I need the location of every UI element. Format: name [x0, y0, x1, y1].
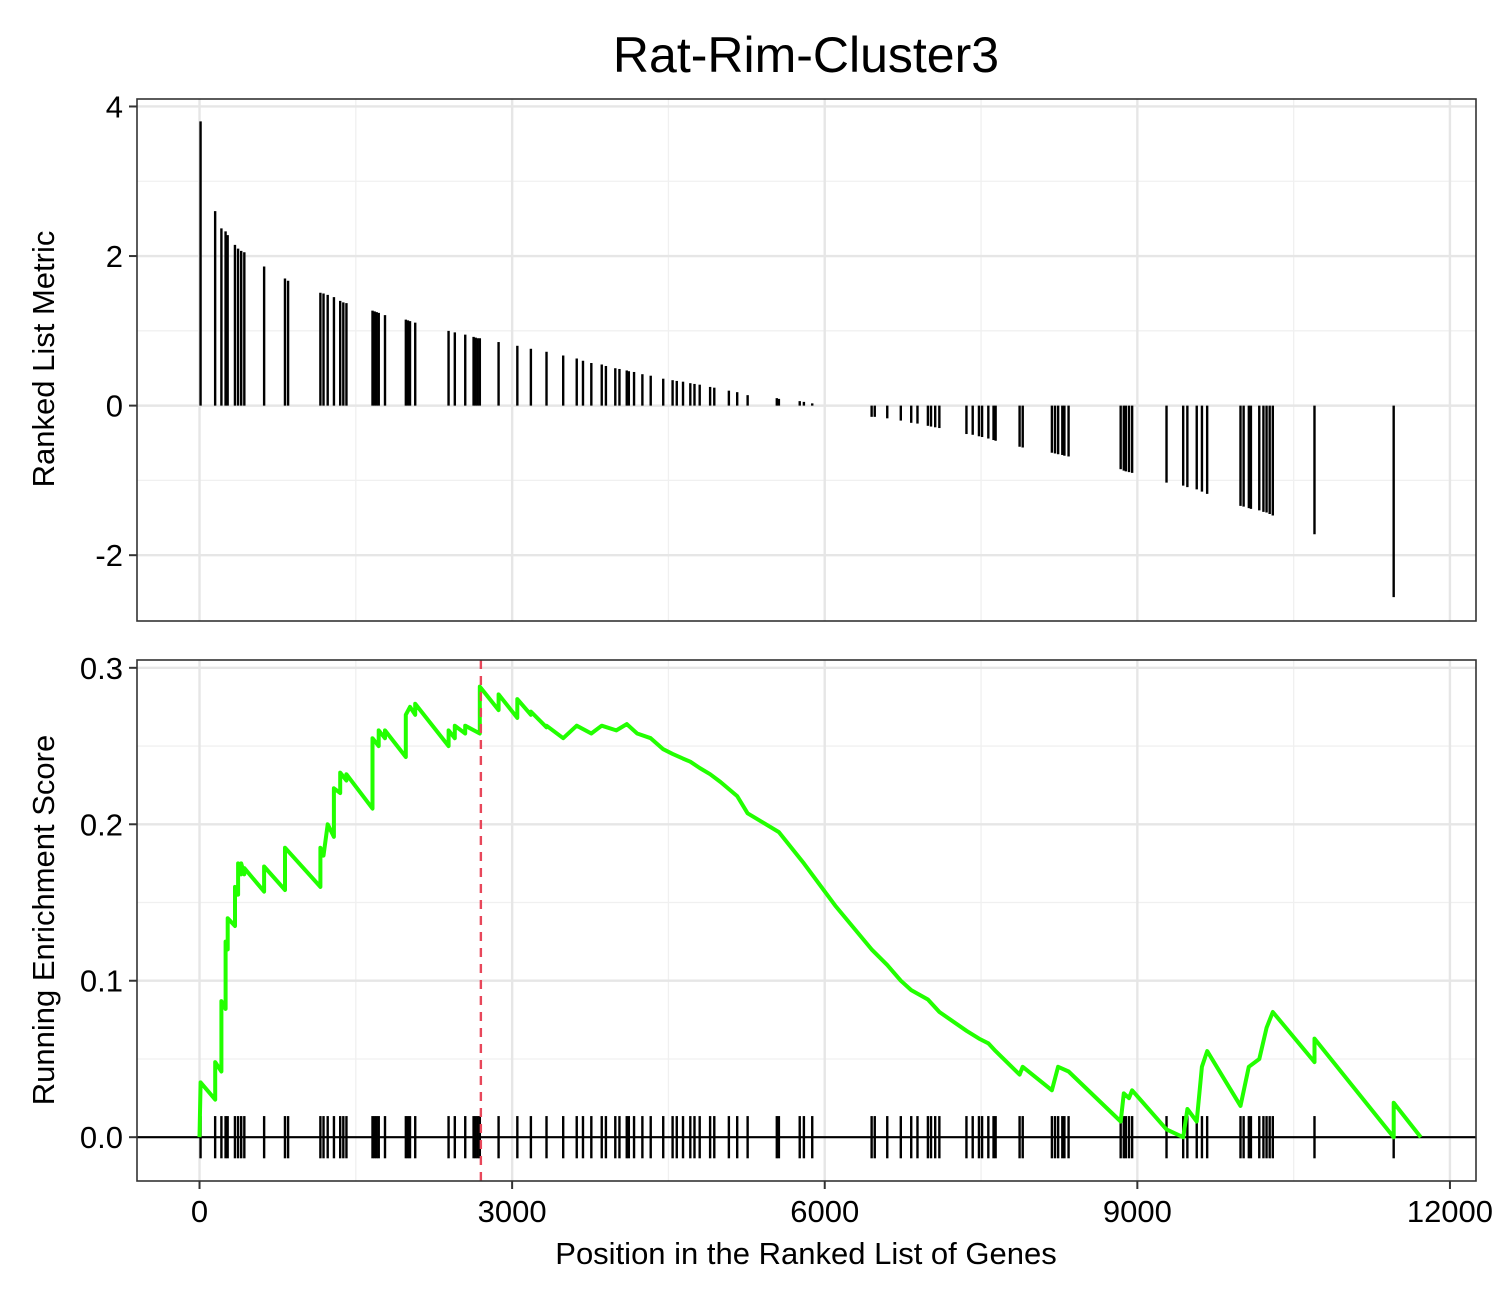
- top-y-axis-label: Ranked List Metric: [26, 231, 61, 488]
- x-tick-label: 3000: [478, 1194, 547, 1229]
- top-panel-border: [136, 98, 1477, 622]
- top-y-tick-label: 4: [106, 89, 123, 124]
- x-tick-label: 12000: [1407, 1194, 1493, 1229]
- x-tick-label: 9000: [1103, 1194, 1172, 1229]
- x-axis-label: Position in the Ranked List of Genes: [555, 1236, 1056, 1271]
- top-plot-background: [137, 99, 1476, 621]
- top-y-tick-label: 0: [106, 389, 123, 424]
- top-y-tick-label: 2: [106, 239, 123, 274]
- chart-title: Rat-Rim-Cluster3: [613, 27, 999, 83]
- x-tick-label: 6000: [790, 1194, 859, 1229]
- bottom-panel: 0.0 0.1 0.2 0.3 0 3000 6000 9000 12000: [80, 651, 1493, 1229]
- bottom-y-tick-label: 0.2: [80, 807, 123, 842]
- bottom-y-tick-label: 0.3: [80, 651, 123, 686]
- bottom-y-axis-label: Running Enrichment Score: [26, 735, 61, 1105]
- running-enrichment-line: [197, 684, 1423, 1140]
- top-panel: -2 0 2 4: [95, 89, 1477, 622]
- top-y-tick-label: -2: [95, 538, 123, 573]
- bottom-panel-border: [136, 659, 1477, 1182]
- bottom-plot-background: [137, 660, 1476, 1181]
- bottom-y-tick-label: 0.0: [80, 1120, 123, 1155]
- bottom-y-tick-label: 0.1: [80, 964, 123, 999]
- x-tick-label: 0: [191, 1194, 208, 1229]
